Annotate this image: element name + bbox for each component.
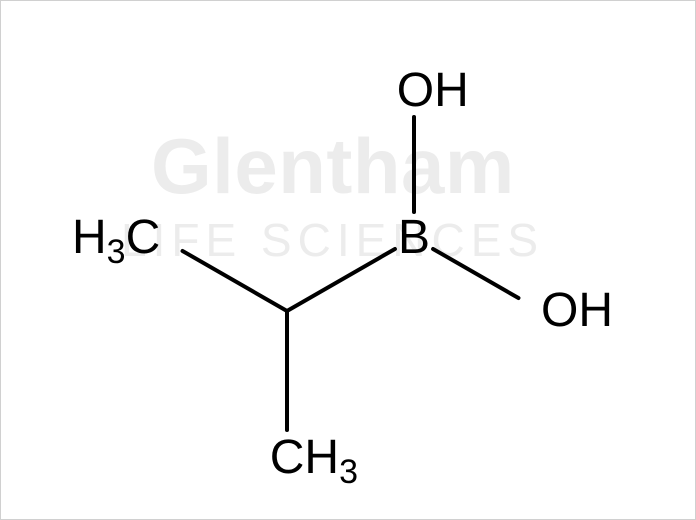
watermark-tagline: LIFE SCIENCES [121,213,544,267]
atom-label-h3c-left: H3C [72,214,160,262]
atom-label-oh-top: OH [397,67,469,115]
atom-label-ch3-bottom: CH3 [270,434,358,482]
chemical-structure-canvas: Glentham LIFE SCIENCES B OH OH H3C CH3 [0,0,696,520]
atom-label-b: B [398,214,430,262]
atom-label-oh-right: OH [541,287,613,335]
watermark-brand: Glentham [151,121,515,212]
